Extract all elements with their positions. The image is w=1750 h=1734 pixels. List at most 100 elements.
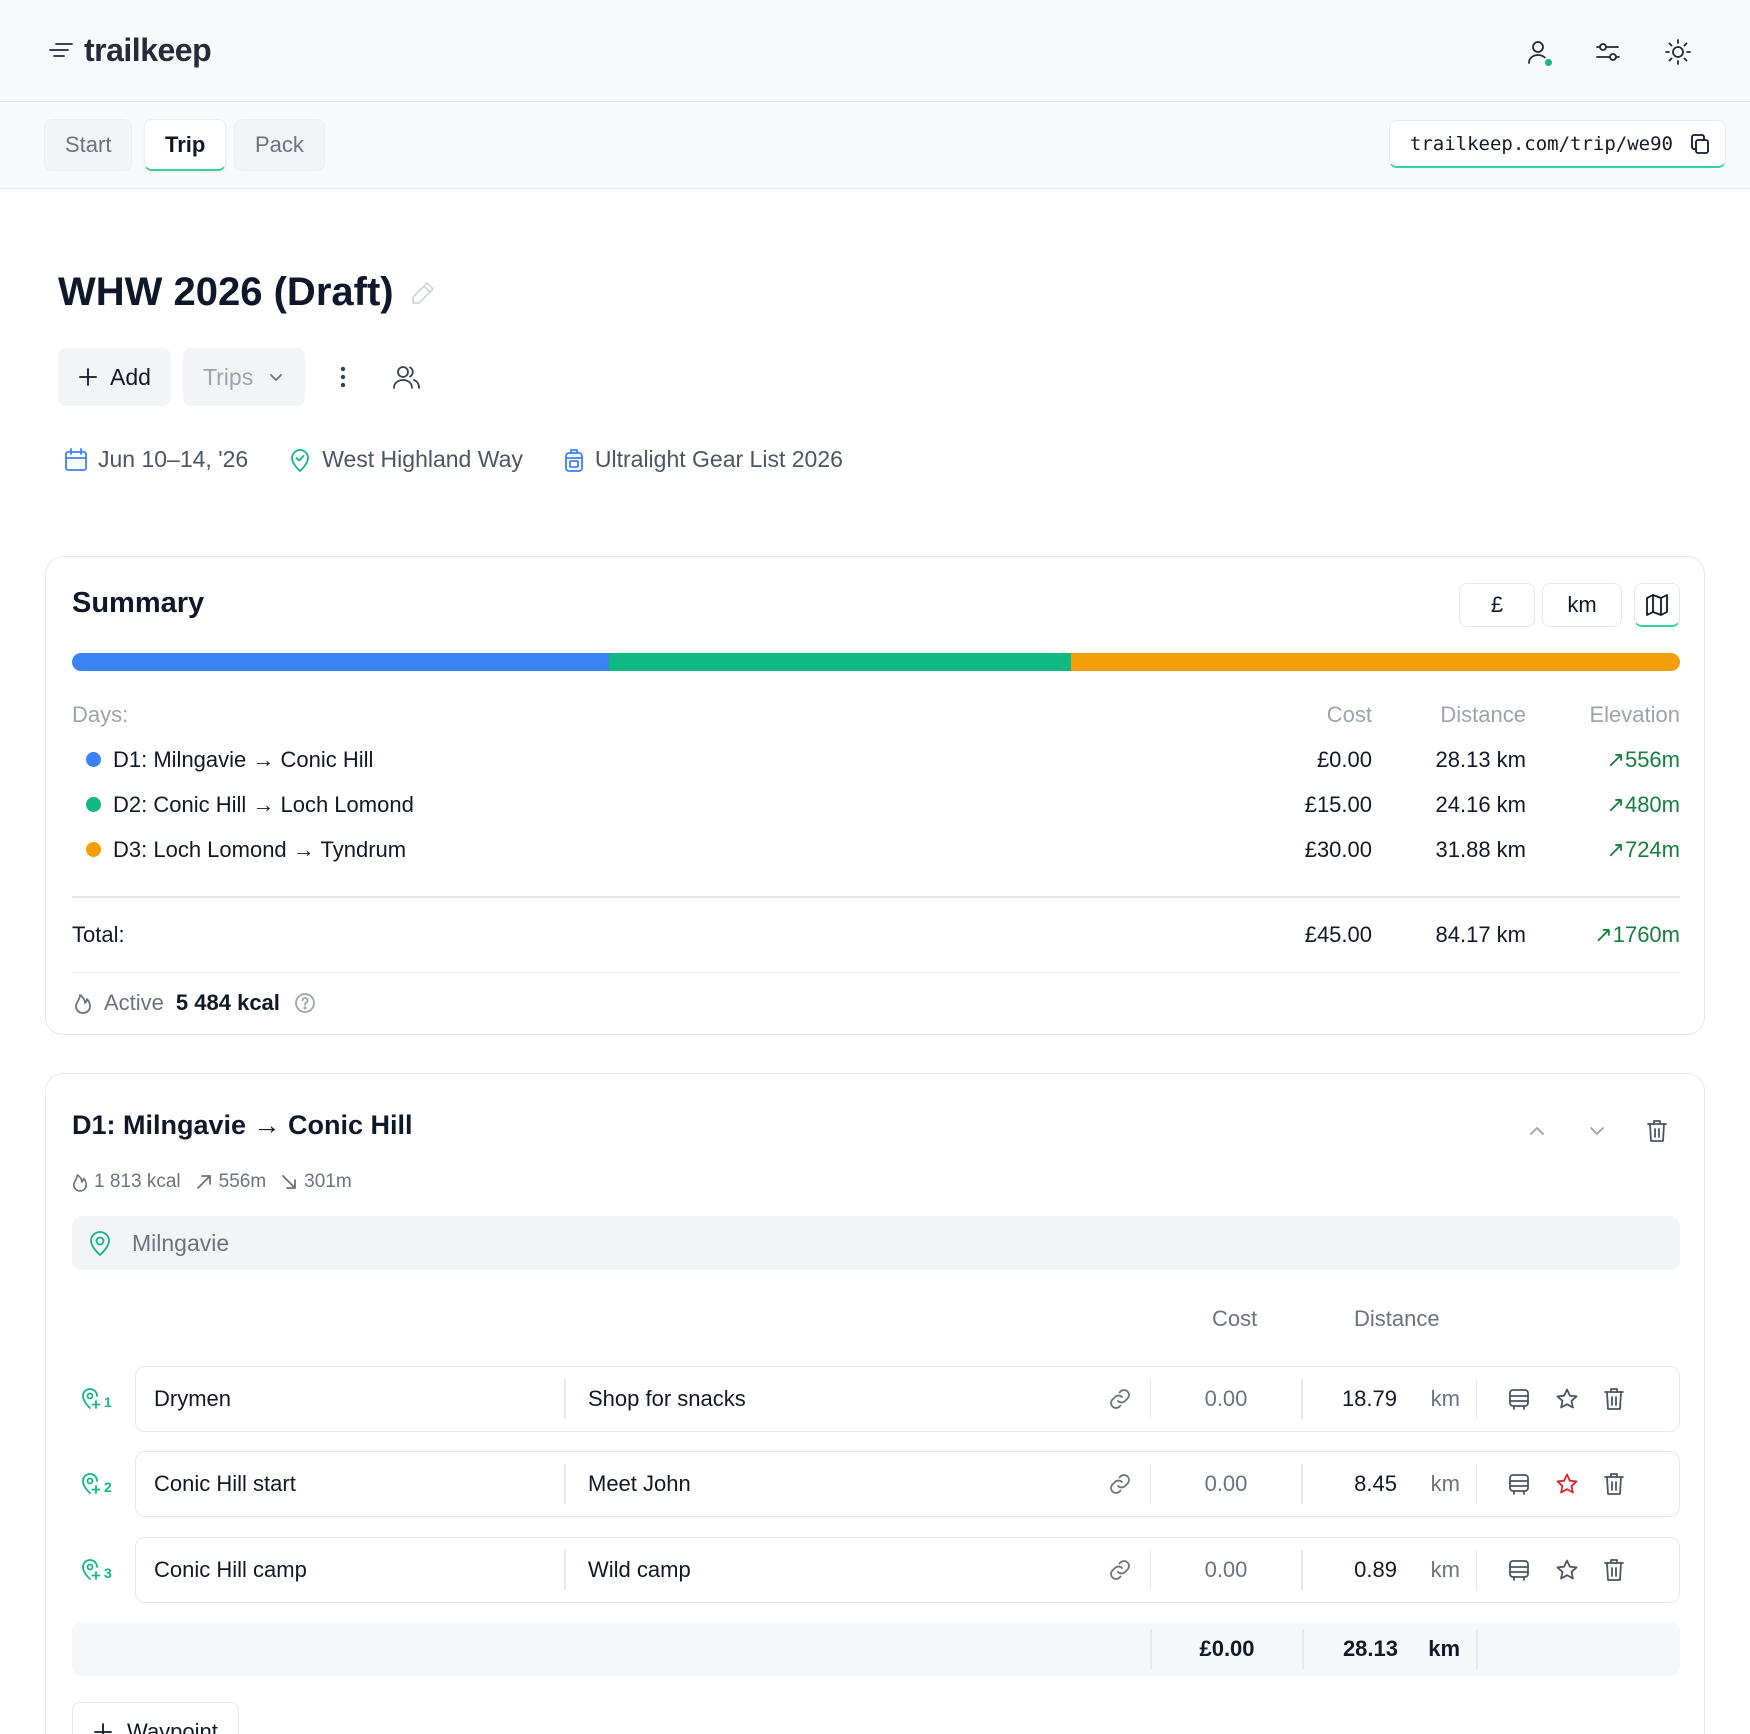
tab-start[interactable]: Start	[44, 119, 133, 171]
summary-title: Summary	[72, 587, 205, 619]
days-label: Days:	[72, 702, 129, 727]
waypoint-actions	[1477, 1472, 1625, 1496]
waypoint-note-text: Shop for snacks	[588, 1386, 746, 1411]
waypoint-number: 2	[104, 1479, 112, 1495]
account-button[interactable]	[1518, 32, 1558, 72]
waypoint-distance-field[interactable]: 8.45	[1354, 1471, 1397, 1496]
move-up-button[interactable]	[1516, 1110, 1558, 1152]
col-cost: Cost	[1212, 1306, 1258, 1331]
day-card-actions	[1516, 1110, 1678, 1152]
day-name: D2: Conic Hill → Loch Lomond	[113, 791, 414, 817]
users-icon	[393, 364, 421, 390]
logo[interactable]: trailkeep	[48, 28, 212, 72]
copy-icon[interactable]	[1689, 133, 1711, 155]
link-icon[interactable]	[1108, 1472, 1132, 1496]
day-name: D3: Loch Lomond → Tyndrum	[113, 836, 407, 862]
arrow-up-right-icon	[195, 1173, 213, 1191]
star-icon-starred[interactable]	[1555, 1472, 1579, 1496]
trash-icon[interactable]	[1603, 1472, 1625, 1496]
bus-icon[interactable]	[1507, 1472, 1531, 1496]
day-name: D1: Milngavie → Conic Hill	[113, 746, 374, 772]
chevron-down-icon	[1587, 1121, 1607, 1141]
waypoint-name-field[interactable]: Conic Hill start	[136, 1464, 566, 1504]
star-icon[interactable]	[1555, 1558, 1579, 1582]
share-url-text: trailkeep.com/trip/we90	[1409, 132, 1673, 155]
kebab-menu-icon	[339, 365, 347, 389]
trip-actions: Add Trips	[58, 348, 433, 406]
trips-dropdown[interactable]: Trips	[182, 348, 306, 406]
trip-gear-list-text: Ultralight Gear List 2026	[594, 446, 843, 472]
map-pin-plus-icon	[80, 1386, 102, 1410]
day-stats: 1 813 kcal 556m 301m	[72, 1171, 352, 1193]
add-waypoint-button[interactable]: Waypoint	[72, 1702, 239, 1734]
day-distance: 31.88 km	[1435, 836, 1527, 862]
waypoint-note-field[interactable]: Wild camp	[566, 1550, 1151, 1590]
theme-toggle-button[interactable]	[1658, 32, 1698, 72]
waypoint-distance-unit: km	[1403, 1379, 1477, 1419]
trip-date[interactable]: Jun 10–14, '26	[64, 446, 248, 473]
summary-day-row[interactable]: D3: Loch Lomond → Tyndrum £30.00 31.88 k…	[72, 827, 1680, 872]
waypoint-name-field[interactable]: Drymen	[136, 1379, 566, 1419]
chevron-up-icon	[1527, 1121, 1547, 1141]
summary-header-row: Days: Cost Distance Elevation	[72, 697, 1680, 733]
map-pin-plus-icon	[80, 1557, 102, 1581]
summary-divider	[72, 896, 1680, 898]
map-pin-check-icon	[288, 447, 312, 473]
settings-button[interactable]	[1588, 32, 1628, 72]
trash-icon[interactable]	[1603, 1558, 1625, 1582]
waypoint-box: Drymen Shop for snacks 0.00 18.79 km	[135, 1366, 1680, 1432]
trips-dropdown-label: Trips	[202, 363, 254, 390]
day-descent: 301m	[280, 1171, 352, 1193]
trash-icon[interactable]	[1603, 1387, 1625, 1411]
waypoint-number: 3	[104, 1565, 112, 1581]
unit-toggle[interactable]: km	[1542, 583, 1622, 627]
currency-toggle[interactable]: £	[1459, 583, 1535, 627]
bus-icon[interactable]	[1507, 1558, 1531, 1582]
waypoint-row: 1 Drymen Shop for snacks 0.00 18.79 km	[72, 1366, 1680, 1432]
day-cost: £30.00	[1304, 836, 1372, 862]
add-button[interactable]: Add	[58, 348, 171, 406]
link-icon[interactable]	[1108, 1387, 1132, 1411]
waypoint-cost-field[interactable]: 0.00	[1151, 1550, 1303, 1590]
plus-icon	[93, 1722, 113, 1734]
link-icon[interactable]	[1108, 1558, 1132, 1582]
delete-day-button[interactable]	[1636, 1110, 1678, 1152]
waypoint-cost-field[interactable]: 0.00	[1151, 1464, 1303, 1504]
total-elevation: ↗1760m	[1594, 922, 1680, 947]
start-location[interactable]: Milngavie	[72, 1216, 1680, 1270]
more-options-button[interactable]	[317, 348, 369, 406]
map-pin-plus-icon	[80, 1471, 102, 1495]
summary-day-row[interactable]: D1: Milngavie → Conic Hill £0.00 28.13 k…	[72, 737, 1680, 782]
plus-icon	[78, 367, 98, 387]
help-icon[interactable]	[294, 992, 316, 1014]
share-with-people-button[interactable]	[381, 348, 433, 406]
tab-pack[interactable]: Pack	[234, 119, 325, 171]
waypoint-distance-field[interactable]: 0.89	[1354, 1557, 1397, 1582]
day-ascent: 556m	[195, 1171, 266, 1193]
summary-day-row[interactable]: D2: Conic Hill → Loch Lomond £15.00 24.1…	[72, 782, 1680, 827]
star-icon[interactable]	[1555, 1387, 1579, 1411]
waypoint-note-field[interactable]: Shop for snacks	[566, 1379, 1151, 1419]
bus-icon[interactable]	[1507, 1387, 1531, 1411]
waypoint-note-field[interactable]: Meet John	[566, 1464, 1151, 1504]
day-total-row: £0.00 28.13 km	[72, 1622, 1680, 1676]
tab-trip[interactable]: Trip	[144, 119, 227, 171]
waypoint-row: 3 Conic Hill camp Wild camp 0.00 0.89 km	[72, 1537, 1680, 1603]
edit-title-pencil-icon[interactable]	[410, 280, 436, 306]
total-label: Total:	[72, 922, 125, 947]
waypoint-name-field[interactable]: Conic Hill camp	[136, 1550, 566, 1590]
trip-route[interactable]: West Highland Way	[288, 446, 523, 473]
share-url-box[interactable]: trailkeep.com/trip/we90	[1388, 120, 1726, 168]
waypoint-distance-field[interactable]: 18.79	[1341, 1386, 1397, 1411]
day-total-distance: 28.13	[1342, 1636, 1398, 1661]
trip-gear-list[interactable]: Ultralight Gear List 2026	[563, 446, 843, 473]
waypoint-cost-field[interactable]: 0.00	[1151, 1379, 1303, 1419]
move-down-button[interactable]	[1576, 1110, 1618, 1152]
day-cost: £15.00	[1304, 791, 1372, 817]
map-view-toggle[interactable]	[1634, 583, 1680, 627]
sliders-icon	[1595, 40, 1621, 64]
start-location-text: Milngavie	[132, 1229, 230, 1256]
waypoint-note-text: Meet John	[588, 1471, 691, 1496]
top-header: trailkeep	[0, 0, 1750, 102]
day-title: D1: Milngavie → Conic Hill	[72, 1110, 413, 1140]
